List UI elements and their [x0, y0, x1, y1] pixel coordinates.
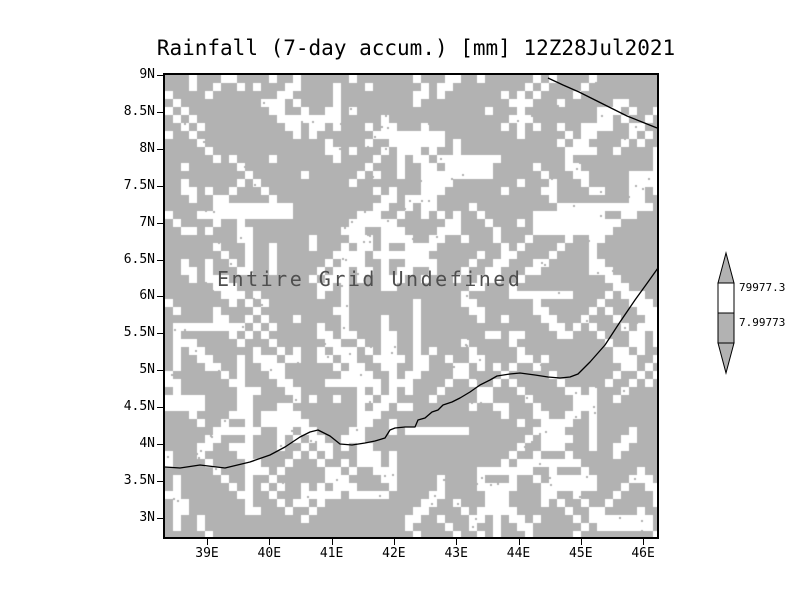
y-tick-label: 3N	[139, 509, 155, 525]
colorbar-arrow-down-icon	[717, 342, 735, 375]
x-tick-mark	[207, 539, 208, 545]
x-tick-mark	[331, 539, 333, 545]
colorbar-band-white	[717, 282, 735, 314]
y-tick-label: 3.5N	[123, 472, 155, 488]
chart-title: Rainfall (7-day accum.) [mm] 12Z28Jul202…	[156, 36, 676, 60]
coastline-overlay	[165, 77, 657, 469]
status-text: Entire Grid Undefined	[217, 267, 523, 291]
y-tick-label: 8N	[139, 140, 155, 156]
x-tick-label: 42E	[382, 546, 406, 561]
y-tick-label: 5.5N	[123, 325, 155, 341]
x-tick-mark	[643, 539, 645, 545]
x-tick-label: 40E	[257, 546, 282, 561]
x-tick-label: 41E	[319, 546, 344, 561]
x-tick-mark	[456, 539, 458, 545]
x-tick-mark	[269, 539, 271, 545]
colorbar-arrow-up-icon	[717, 251, 735, 284]
y-tick-label: 6.5N	[123, 251, 155, 267]
x-tick-mark	[393, 539, 395, 545]
y-tick-label: 4N	[139, 436, 155, 451]
y-tick-label: 5N	[139, 362, 155, 378]
undefined-grid-speckle	[165, 75, 657, 537]
y-tick-label: 7N	[139, 214, 155, 230]
colorbar	[717, 251, 735, 375]
coastline-gulf	[547, 77, 657, 129]
x-tick-label: 46E	[631, 546, 655, 561]
y-tick-label: 9N	[139, 67, 155, 82]
x-tick-label: 44E	[506, 546, 531, 561]
colorbar-band-gray	[717, 312, 735, 344]
y-tick-label: 8.5N	[123, 103, 155, 119]
x-tick-label: 45E	[569, 546, 593, 561]
colorbar-label-max: 79977.3	[739, 281, 786, 294]
x-tick-label: 43E	[444, 546, 468, 561]
y-tick-label: 7.5N	[123, 177, 155, 193]
x-tick-mark	[518, 539, 520, 545]
coastline-main	[165, 268, 657, 469]
y-tick-label: 6N	[139, 288, 155, 304]
x-tick-mark	[580, 539, 582, 545]
y-tick-label: 4.5N	[123, 399, 155, 415]
plot-area: Entire Grid Undefined	[163, 73, 659, 539]
colorbar-label-min: 7.99773	[739, 316, 786, 329]
x-tick-label: 39E	[195, 546, 219, 561]
